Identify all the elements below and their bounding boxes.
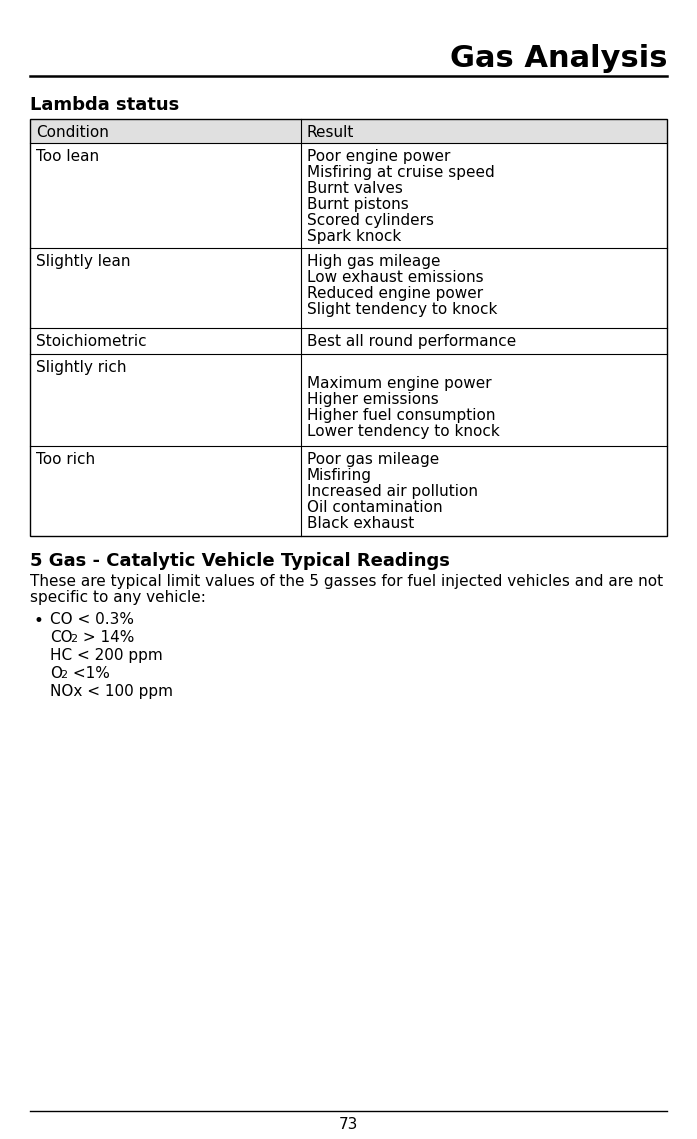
Text: Black exhaust: Black exhaust [307,516,414,531]
Text: CO: CO [50,630,72,645]
Text: O: O [50,666,62,681]
Text: High gas mileage: High gas mileage [307,254,441,269]
Text: <1%: <1% [68,666,110,681]
Text: Too lean: Too lean [36,149,99,164]
Text: Too rich: Too rich [36,452,95,467]
Text: Oil contamination: Oil contamination [307,500,443,515]
Bar [30,118,667,536]
Text: specific to any vehicle:: specific to any vehicle: [30,590,206,605]
Text: Stoichiometric: Stoichiometric [36,334,146,349]
Text: Slightly lean: Slightly lean [36,254,130,269]
Text: Poor gas mileage: Poor gas mileage [307,452,439,467]
Text: Condition: Condition [36,125,109,140]
Text: NOx < 100 ppm: NOx < 100 ppm [50,685,173,699]
Text: •: • [34,612,44,630]
Text: Lower tendency to knock: Lower tendency to knock [307,424,500,439]
Text: 2: 2 [70,634,77,644]
Text: Lambda status: Lambda status [30,96,179,114]
Text: Result: Result [307,125,354,140]
Text: Gas Analysis: Gas Analysis [450,44,667,73]
Text: Scored cylinders: Scored cylinders [307,213,434,228]
Text: Misfiring: Misfiring [307,468,372,483]
Text: Poor engine power: Poor engine power [307,149,450,164]
Text: 5 Gas - Catalytic Vehicle Typical Readings: 5 Gas - Catalytic Vehicle Typical Readin… [30,552,450,570]
Text: Higher fuel consumption: Higher fuel consumption [307,408,496,423]
Text: CO < 0.3%: CO < 0.3% [50,612,134,626]
Text: Increased air pollution: Increased air pollution [307,484,477,499]
Text: > 14%: > 14% [78,630,135,645]
Text: Misfiring at cruise speed: Misfiring at cruise speed [307,165,494,180]
Text: Low exhaust emissions: Low exhaust emissions [307,270,483,285]
Text: 73: 73 [339,1117,358,1132]
Text: Slight tendency to knock: Slight tendency to knock [307,302,497,317]
Text: Best all round performance: Best all round performance [307,334,516,349]
Text: HC < 200 ppm: HC < 200 ppm [50,648,163,663]
Text: Slightly rich: Slightly rich [36,360,126,375]
Text: These are typical limit values of the 5 gasses for fuel injected vehicles and ar: These are typical limit values of the 5 … [30,574,663,589]
Text: 2: 2 [60,670,67,680]
Text: Higher emissions: Higher emissions [307,392,438,407]
Text: Spark knock: Spark knock [307,229,401,244]
Text: Burnt valves: Burnt valves [307,181,403,196]
Text: Maximum engine power: Maximum engine power [307,376,491,391]
Text: Burnt pistons: Burnt pistons [307,197,408,212]
Bar [30,118,667,144]
Text: Reduced engine power: Reduced engine power [307,286,483,301]
